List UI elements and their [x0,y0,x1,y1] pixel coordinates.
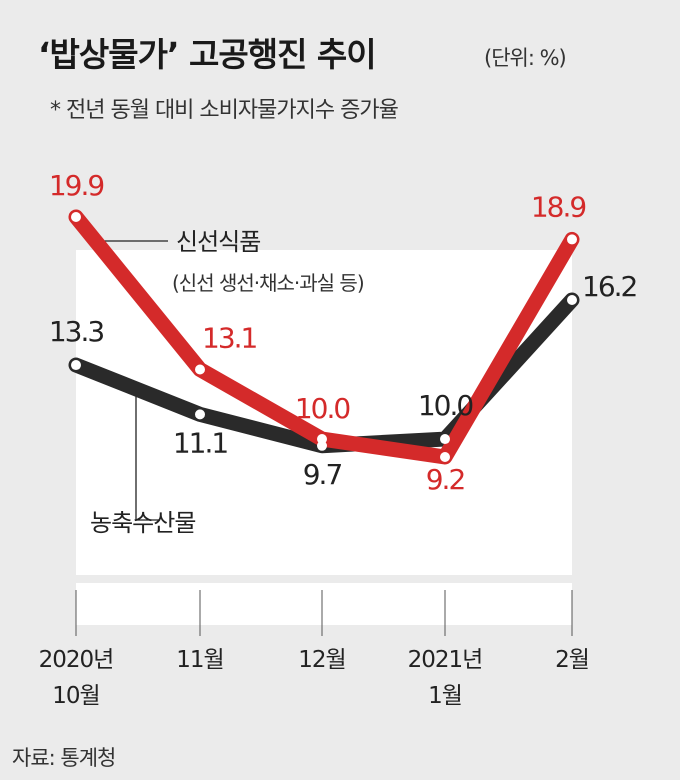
agri-data-label: 10.0 [418,389,473,422]
plot-strip [76,583,572,625]
fresh-food-data-point [71,212,81,222]
agri-data-point [440,434,450,445]
agri-data-label: 13.3 [49,315,104,348]
fresh-food-data-point [440,452,450,462]
fresh-food-data-point [317,434,327,445]
plot-area [76,250,572,575]
x-tick-label: 2021년 1월 [408,647,483,709]
fresh-food-data-label: 13.1 [202,322,257,355]
agri-series-name: 농축수산물 [90,509,195,537]
x-tick-label: 12월 [298,647,345,673]
agri-data-point [567,294,577,305]
fresh-food-data-label: 10.0 [295,392,350,425]
fresh-food-data-label: 18.9 [531,190,586,223]
fresh-food-data-label: 19.9 [49,169,104,202]
unit-label: (단위: %) [484,46,567,70]
x-tick-label: 11월 [176,647,223,673]
fresh-food-data-label: 9.2 [426,463,465,496]
agri-data-point [195,409,205,420]
agri-leader-line [135,396,160,521]
fresh-food-series-note: (신선 생선·채소·과실 등) [172,271,364,295]
fresh-food-data-point [195,364,205,375]
chart-title: ‘밥상물가’ 고공행진 추이 [38,35,377,74]
fresh-food-data-point [567,234,577,245]
agri-data-label: 9.7 [303,458,342,491]
chart-subtitle: * 전년 동월 대비 소비자물가지수 증가율 [50,98,399,123]
agri-data-point [71,360,81,371]
fresh-food-series-name: 신선식품 [176,228,260,256]
agri-data-label: 11.1 [173,426,228,459]
x-tick-label: 2월 [555,647,589,673]
agri-data-label: 16.2 [582,270,637,303]
source-note: 자료: 통계청 [12,746,116,770]
x-tick-label: 2020년 10월 [39,647,114,709]
